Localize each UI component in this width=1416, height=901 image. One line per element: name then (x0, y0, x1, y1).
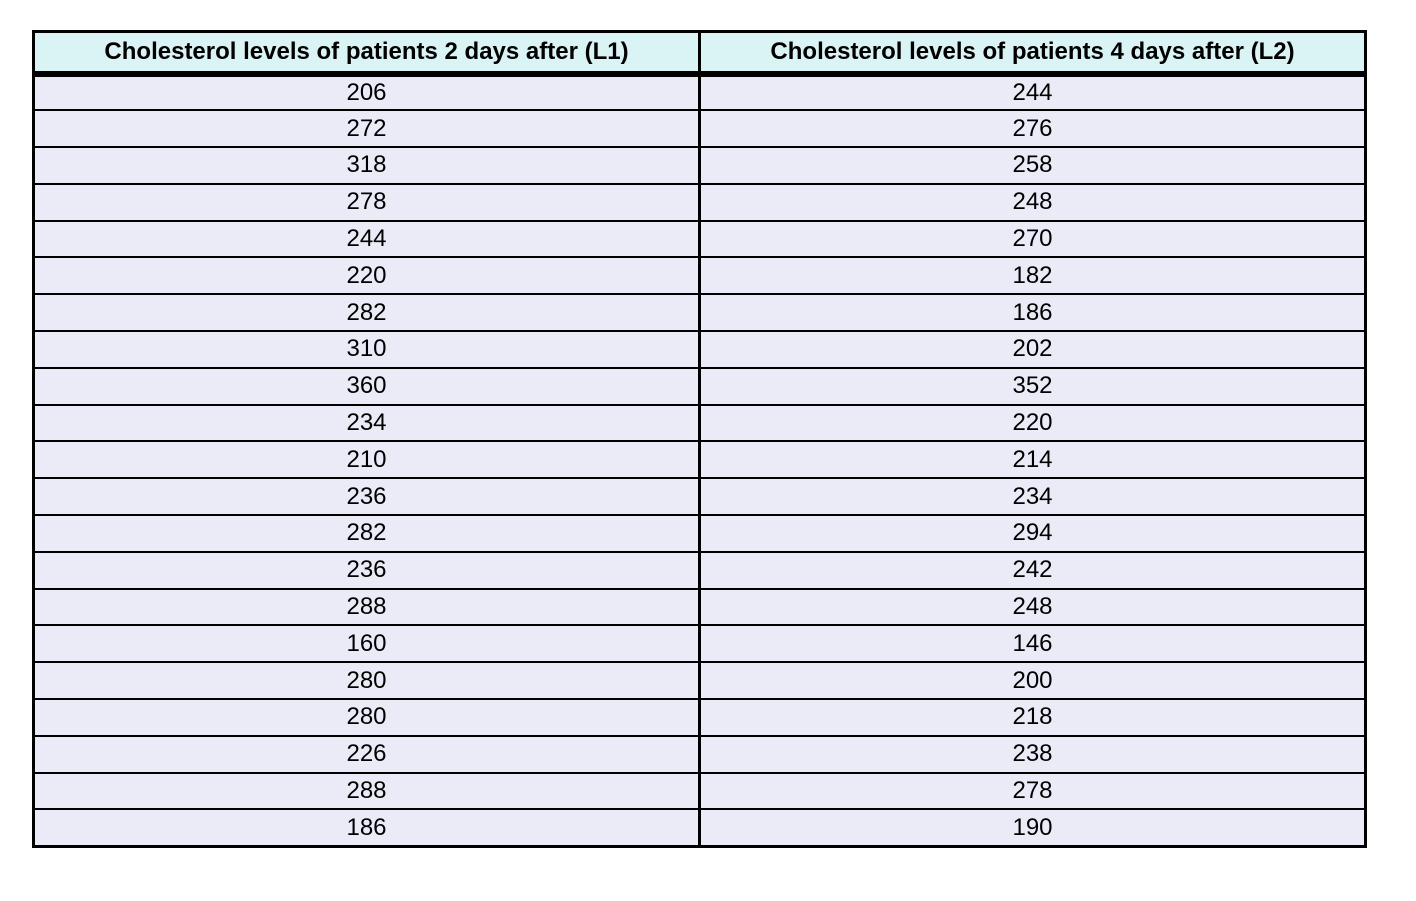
table-cell: 282 (32, 293, 701, 333)
table-row: 244 270 (32, 219, 1367, 259)
table-row: 236 242 (32, 550, 1367, 590)
table-row: 288 248 (32, 587, 1367, 627)
table-cell: 182 (698, 256, 1367, 296)
table-cell: 360 (32, 366, 701, 406)
table-cell: 234 (32, 403, 701, 443)
header-row: Cholesterol levels of patients 2 days af… (32, 30, 1367, 77)
table-cell: 244 (32, 219, 701, 259)
table-row: 210 214 (32, 440, 1367, 480)
table-cell: 214 (698, 440, 1367, 480)
table-cell: 248 (698, 587, 1367, 627)
table-row: 186 190 (32, 808, 1367, 848)
table-cell: 186 (698, 293, 1367, 333)
table-cell: 218 (698, 698, 1367, 737)
table-cell: 186 (32, 808, 701, 848)
table-body: 206 244 272 276 318 258 278 248 244 270 220 182 282 1… (32, 72, 1367, 848)
table-cell: 318 (32, 146, 701, 185)
table-cell: 278 (698, 771, 1367, 811)
table-cell: 146 (698, 624, 1367, 664)
table-header: Cholesterol levels of patients 2 days af… (32, 30, 1367, 77)
table-row: 220 182 (32, 256, 1367, 296)
table-cell: 190 (698, 808, 1367, 848)
table-cell: 276 (698, 109, 1367, 149)
table-cell: 248 (698, 182, 1367, 222)
cholesterol-table: Cholesterol levels of patients 2 days af… (32, 30, 1367, 848)
table-row: 310 202 (32, 330, 1367, 369)
table-cell: 280 (32, 698, 701, 737)
table-cell: 280 (32, 661, 701, 701)
table-cell: 270 (698, 219, 1367, 259)
table-cell: 236 (32, 550, 701, 590)
table-cell: 238 (698, 734, 1367, 774)
table-cell: 210 (32, 440, 701, 480)
table-row: 280 200 (32, 661, 1367, 701)
column-header-l2: Cholesterol levels of patients 4 days af… (698, 30, 1367, 77)
table-row: 206 244 (32, 72, 1367, 112)
table-row: 318 258 (32, 146, 1367, 185)
table-cell: 282 (32, 514, 701, 553)
table-row: 226 238 (32, 734, 1367, 774)
table-row: 278 248 (32, 182, 1367, 222)
table-cell: 288 (32, 587, 701, 627)
table-cell: 294 (698, 514, 1367, 553)
table-row: 236 234 (32, 477, 1367, 517)
table-cell: 310 (32, 330, 701, 369)
table-cell: 202 (698, 330, 1367, 369)
table-cell: 278 (32, 182, 701, 222)
table-cell: 160 (32, 624, 701, 664)
table-cell: 242 (698, 550, 1367, 590)
table-row: 160 146 (32, 624, 1367, 664)
table-cell: 234 (698, 477, 1367, 517)
table-cell: 220 (698, 403, 1367, 443)
table-cell: 206 (32, 72, 701, 112)
column-header-l1: Cholesterol levels of patients 2 days af… (32, 30, 701, 77)
table-row: 288 278 (32, 771, 1367, 811)
table-cell: 226 (32, 734, 701, 774)
table-row: 234 220 (32, 403, 1367, 443)
table-cell: 352 (698, 366, 1367, 406)
table-cell: 258 (698, 146, 1367, 185)
table-cell: 220 (32, 256, 701, 296)
table-row: 272 276 (32, 109, 1367, 149)
table-row: 282 186 (32, 293, 1367, 333)
table-cell: 272 (32, 109, 701, 149)
table-cell: 236 (32, 477, 701, 517)
table-row: 282 294 (32, 514, 1367, 553)
table-cell: 200 (698, 661, 1367, 701)
table-cell: 244 (698, 72, 1367, 112)
table-row: 360 352 (32, 366, 1367, 406)
table-cell: 288 (32, 771, 701, 811)
table-row: 280 218 (32, 698, 1367, 737)
